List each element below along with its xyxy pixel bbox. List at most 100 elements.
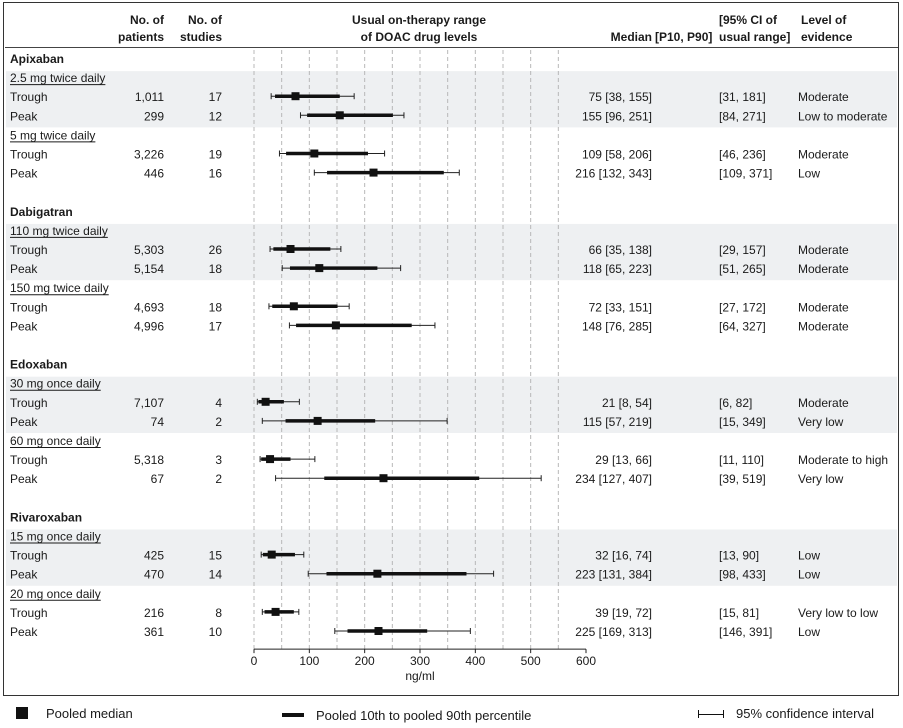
row-evidence-3-1-1: Low: [798, 625, 820, 639]
median-marker-3-1-0: [271, 607, 280, 616]
row-evidence-1-1-1: Moderate: [798, 319, 849, 333]
header-studies: No. of studies: [170, 12, 222, 46]
row-evidence-3-0-0: Low: [798, 549, 820, 563]
row-ci-1-0-0: [29, 157]: [719, 243, 766, 257]
row-evidence-2-0-1: Very low: [798, 415, 844, 429]
row-patients-0-0-0: 1,011: [135, 90, 164, 104]
row-patients-3-1-0: 216: [144, 606, 164, 620]
row-studies-3-0-0: 15: [209, 549, 223, 563]
header-patients: No. of patients: [112, 12, 164, 46]
row-median-range-3-1-1: 225 [169, 313]: [575, 625, 652, 639]
legend-range: Pooled 10th to pooled 90th percentile: [282, 708, 531, 724]
x-tick-label-0: 0: [251, 654, 258, 668]
dose-label: 30 mg once daily: [10, 377, 101, 391]
row-studies-0-1-1: 16: [209, 167, 223, 181]
shaded-band-1: [6, 223, 897, 281]
row-type-2-0-0: Trough: [10, 396, 48, 410]
row-patients-1-0-0: 5,303: [134, 243, 164, 257]
row-studies-2-0-0: 4: [215, 396, 222, 410]
median-marker-1-0-0: [286, 245, 295, 253]
dose-label: 15 mg once daily: [10, 530, 101, 544]
row-median-range-3-1-0: 39 [19, 72]: [595, 606, 652, 620]
header-evidence-line2: evidence: [801, 30, 853, 44]
row-ci-0-0-1: [84, 271]: [719, 109, 766, 123]
row-type-1-1-0: Trough: [10, 300, 48, 314]
median-marker-3-1-1: [374, 627, 383, 635]
row-evidence-3-1-0: Very low to low: [798, 606, 878, 620]
median-marker-2-0-0: [261, 397, 270, 406]
row-type-1-0-0: Trough: [10, 243, 48, 257]
row-median-range-0-0-0: 75 [38, 155]: [589, 90, 652, 104]
row-median-range-2-0-0: 21 [8, 54]: [602, 396, 652, 410]
percentile-range-swatch: [282, 713, 304, 717]
figure-frame: [3, 2, 899, 696]
row-evidence-0-1-1: Low: [798, 167, 820, 181]
row-ci-1-1-1: [64, 327]: [719, 319, 766, 333]
median-marker-0-0-0: [291, 92, 300, 101]
median-marker-0-1-0: [310, 149, 319, 158]
shaded-band-2: [6, 376, 897, 433]
row-median-range-1-0-0: 66 [35, 138]: [589, 243, 652, 257]
drug-name-apixaban: Apixaban: [10, 52, 64, 66]
row-evidence-2-1-1: Very low: [798, 472, 844, 486]
row-ci-0-1-0: [46, 236]: [719, 148, 766, 162]
shaded-band-3: [6, 529, 897, 586]
row-median-range-0-1-1: 216 [132, 343]: [575, 167, 652, 181]
header-patients-line2: patients: [117, 30, 164, 44]
row-evidence-1-0-1: Moderate: [798, 262, 849, 276]
drug-name-edoxaban: Edoxaban: [10, 358, 67, 372]
header-studies-line1: No. of: [188, 13, 222, 27]
row-type-2-1-1: Peak: [10, 472, 38, 486]
row-median-range-0-0-1: 155 [96, 251]: [582, 109, 652, 123]
median-marker-0-1-1: [369, 168, 378, 177]
header-range: Usual on-therapy range of DOAC drug leve…: [300, 12, 538, 46]
dose-label: 150 mg twice daily: [10, 281, 109, 295]
row-type-0-1-1: Peak: [10, 167, 38, 181]
row-studies-2-1-0: 3: [215, 453, 222, 467]
row-ci-0-1-1: [109, 371]: [719, 167, 772, 181]
row-ci-3-1-0: [15, 81]: [719, 606, 759, 620]
row-studies-0-1-0: 19: [209, 148, 223, 162]
shaded-band-0: [6, 71, 897, 128]
header-studies-line2: studies: [179, 30, 222, 44]
median-marker-1-1-1: [331, 321, 340, 330]
legend-range-label: Pooled 10th to pooled 90th percentile: [316, 708, 532, 723]
row-ci-2-1-1: [39, 519]: [719, 472, 766, 486]
row-median-range-2-1-1: 234 [127, 407]: [575, 472, 652, 486]
x-tick-label-500: 500: [521, 654, 541, 668]
header-evidence: Level of evidence: [801, 12, 852, 46]
header-range-line2: of DOAC drug levels: [360, 30, 478, 44]
row-evidence-1-0-0: Moderate: [798, 243, 849, 257]
row-ci-1-0-1: [51, 265]: [719, 262, 766, 276]
row-evidence-0-1-0: Moderate: [798, 148, 849, 162]
row-median-range-3-0-1: 223 [131, 384]: [575, 568, 652, 582]
confidence-interval-swatch: [698, 710, 724, 718]
header-evidence-line1: Level of: [801, 13, 847, 27]
row-type-3-1-1: Peak: [10, 625, 38, 639]
row-studies-1-0-0: 26: [209, 243, 223, 257]
x-tick-label-200: 200: [355, 654, 375, 668]
row-ci-3-0-1: [98, 433]: [719, 568, 766, 582]
row-patients-3-0-1: 470: [144, 568, 164, 582]
row-patients-2-1-0: 5,318: [134, 453, 164, 467]
dose-label: 2.5 mg twice daily: [10, 71, 105, 85]
row-studies-3-1-1: 10: [209, 625, 223, 639]
header-median: Median: [610, 30, 652, 44]
row-studies-1-1-1: 17: [209, 319, 223, 333]
row-evidence-0-0-0: Moderate: [798, 90, 849, 104]
header-patients-line1: No. of: [130, 13, 164, 27]
row-studies-2-0-1: 2: [215, 415, 222, 429]
row-median-range-2-0-1: 115 [57, 219]: [583, 415, 652, 429]
row-type-0-0-1: Peak: [10, 109, 38, 123]
row-evidence-2-0-0: Moderate: [798, 396, 849, 410]
legend-median: Pooled median: [16, 706, 133, 722]
dose-label: 110 mg twice daily: [10, 224, 108, 238]
row-studies-1-1-0: 18: [209, 300, 223, 314]
row-evidence-2-1-0: Moderate to high: [798, 453, 888, 467]
row-patients-3-0-0: 425: [144, 549, 164, 563]
header-ci-line2: usual range]: [719, 30, 791, 44]
median-marker-2-1-1: [379, 474, 388, 483]
row-type-0-1-0: Trough: [10, 148, 48, 162]
row-type-1-1-1: Peak: [10, 319, 38, 333]
header-percentiles: [P10, P90]: [655, 30, 713, 44]
